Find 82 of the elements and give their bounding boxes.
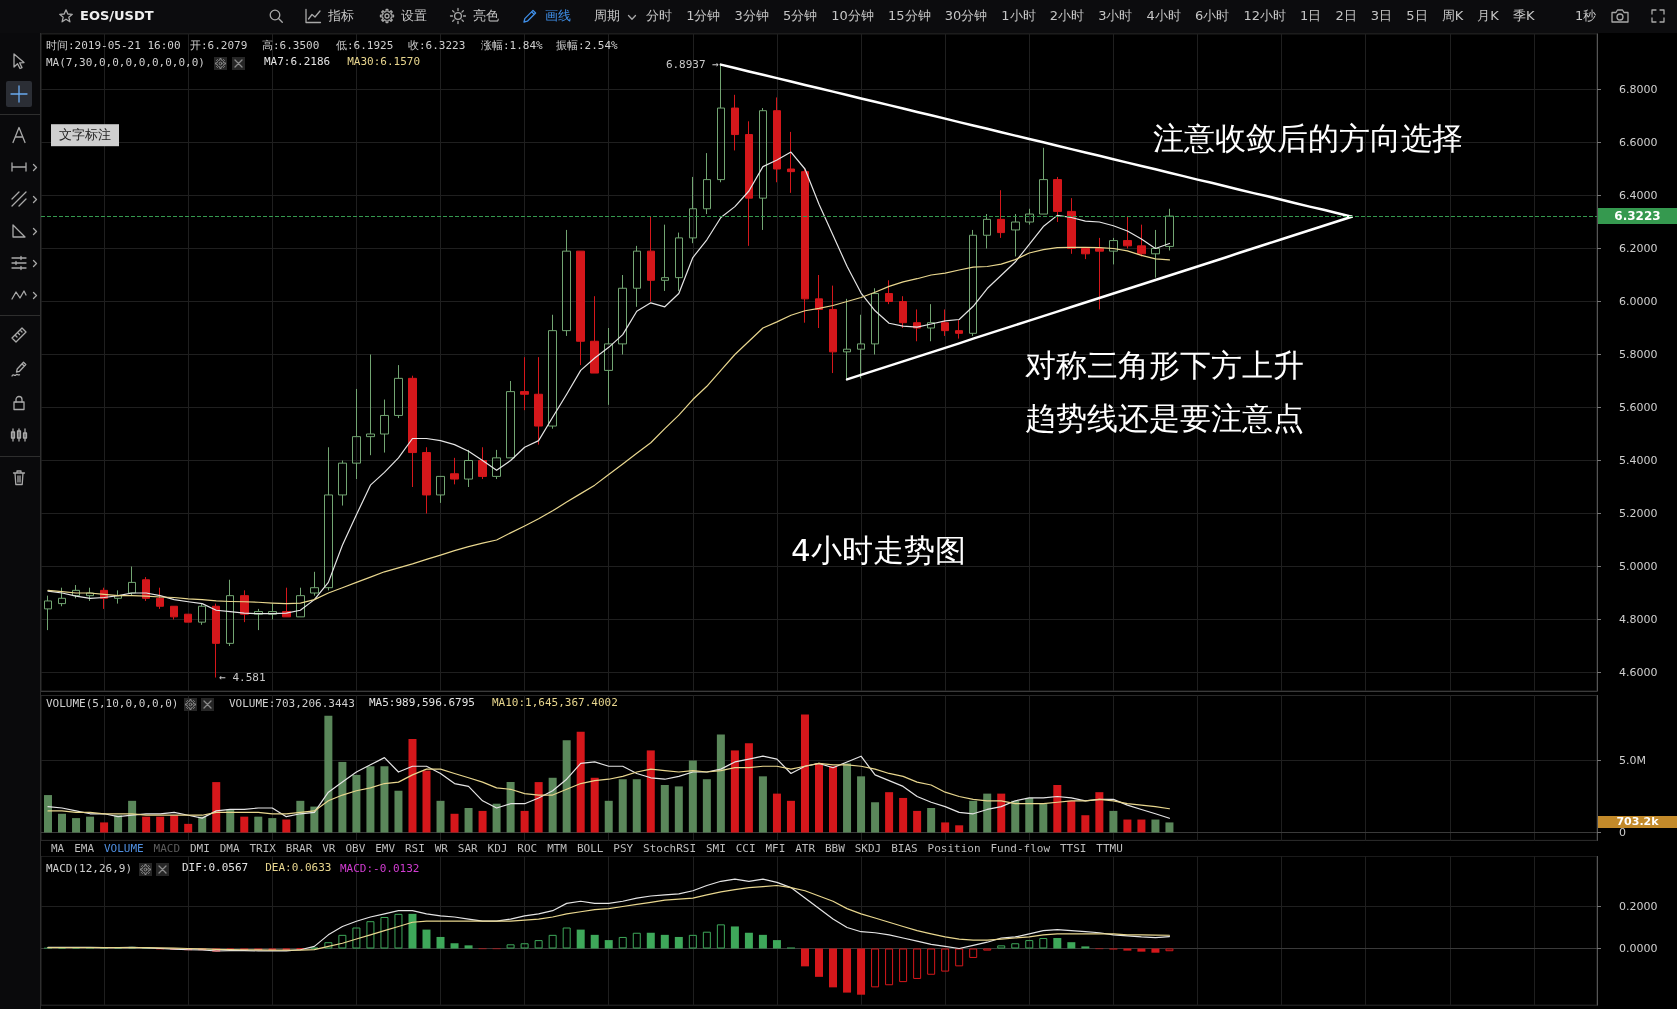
text: 指标 (328, 8, 354, 24)
text: SAR (457, 842, 478, 856)
text: RSI (404, 842, 425, 856)
text: 亮色 (473, 8, 499, 24)
annotation: 涨幅:1.84% (481, 39, 543, 53)
text: MA7:6.2186 (264, 55, 331, 68)
annotation: 趋势线还是要注意点 (1025, 400, 1304, 438)
annotation: VOLUME:703,206.3443 (229, 697, 355, 711)
text: BBW (824, 842, 845, 856)
y-tick-label: 6.6000 (1619, 136, 1658, 149)
y-tick-label: 4.8000 (1619, 613, 1658, 626)
text: BRAR (285, 842, 313, 856)
annotation: 4小时走势图 (791, 532, 966, 570)
text: 画线 (545, 8, 571, 24)
text: 6.3223 (1598, 208, 1677, 225)
annotation: 注意收敛后的方向选择 (1153, 120, 1463, 158)
y-tick-label: 0.2000 (1619, 900, 1658, 913)
text: CCI (735, 842, 756, 856)
text: 周期 (594, 8, 620, 24)
text: EMV (375, 842, 396, 856)
text: OBV (345, 842, 366, 856)
annotation: MA(7,30,0,0,0,0,0,0,0,0) (46, 56, 205, 70)
y-tick-label: 6.2000 (1619, 242, 1658, 255)
annotation: 时间:2019-05-21 16:00 (46, 39, 181, 53)
annotation: 对称三角形下方上升 (1025, 347, 1304, 385)
annotation: 收:6.3223 (408, 39, 466, 53)
text: TTSI (1059, 842, 1087, 856)
annotation: VOLUME(5,10,0,0,0,0) (46, 697, 179, 711)
tooltip: 文字标注 (51, 124, 119, 146)
y-tick-label: 5.4000 (1619, 454, 1658, 467)
text: DIF:0.0567 (182, 861, 249, 874)
text: ROC (517, 842, 538, 856)
y-tick-label: 5.8000 (1619, 348, 1658, 361)
text: MFI (765, 842, 786, 856)
y-tick-label: 0 (1619, 826, 1626, 839)
text: MA30:6.1570 (347, 55, 421, 68)
annotation: 开:6.2079 (190, 39, 248, 53)
text: DMA (219, 842, 240, 856)
text: SKDJ (854, 842, 882, 856)
text: BOLL (576, 842, 604, 856)
text: 1秒 (1575, 8, 1597, 24)
text: VOLUME (103, 842, 144, 856)
y-tick-label: 0.0000 (1619, 942, 1658, 955)
text: Fund-flow (990, 842, 1051, 856)
text: EOS/USDT (80, 8, 154, 24)
annotation: ← 4.581 (219, 670, 266, 685)
text: 设置 (401, 8, 427, 24)
y-tick-label: 5.0000 (1619, 560, 1658, 573)
text: MA5:989,596.6795 (369, 696, 475, 709)
text: DEA:0.0633 (265, 861, 332, 874)
y-tick-label: 5.2000 (1619, 507, 1658, 520)
text: VR (322, 842, 336, 856)
text: MACD (153, 842, 181, 856)
text: Position (927, 842, 981, 856)
text: SMI (705, 842, 726, 856)
annotation: 高:6.3500 (262, 39, 320, 53)
text: MA (51, 842, 65, 856)
y-tick-label: 5.6000 (1619, 401, 1658, 414)
text: MA10:1,645,367.4002 (491, 696, 618, 709)
annotation: MACD:-0.0132 (340, 862, 420, 876)
text: TTMU (1096, 842, 1123, 856)
text: 703.2k (1598, 815, 1677, 829)
text: TRIX (249, 842, 276, 856)
y-tick-label: 6.8000 (1619, 83, 1658, 96)
text: ATR (795, 842, 816, 856)
annotation: MACD(12,26,9) (46, 862, 133, 876)
text: StochRSI (643, 842, 697, 856)
y-tick-label: 4.6000 (1619, 666, 1658, 679)
text: WR (434, 842, 448, 856)
annotation: 振幅:2.54% (556, 39, 618, 53)
annotation: 6.8937 → (665, 58, 719, 72)
text: EMA (74, 842, 95, 856)
annotation: 低:6.1925 (336, 39, 394, 53)
y-tick-label: 5.0M (1619, 754, 1646, 767)
y-tick-label: 6.0000 (1619, 295, 1658, 308)
text: MTM (547, 842, 567, 856)
text: KDJ (487, 842, 508, 856)
y-tick-label: 6.4000 (1619, 189, 1658, 202)
text: BIAS (891, 842, 918, 856)
text: PSY (613, 842, 634, 856)
text: 分时 1分钟 3分钟 5分钟 10分钟 15分钟 30分钟 1小时 2小时 3小时 4小时 6小时 12小时 1日 2日 3日 5日 周K 月K 季K (646, 8, 1535, 24)
text: DMI (189, 842, 210, 856)
